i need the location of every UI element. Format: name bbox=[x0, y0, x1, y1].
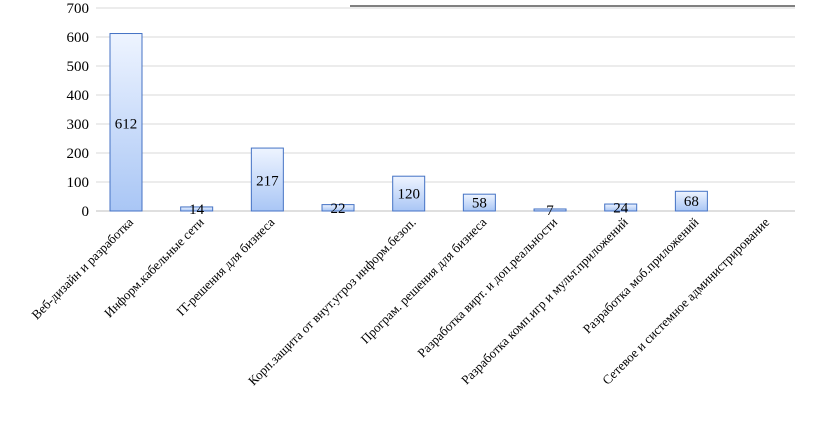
y-axis-ticks: 0 100 200 300 400 500 600 700 bbox=[67, 1, 90, 220]
bar-3 bbox=[321, 204, 355, 212]
data-label-4: 120 bbox=[397, 187, 420, 203]
data-labels: 612 14 217 22 120 58 7 24 68 bbox=[115, 116, 699, 219]
bar-1 bbox=[180, 206, 214, 212]
bars bbox=[109, 33, 708, 212]
bar-6 bbox=[533, 208, 567, 212]
bar-7 bbox=[604, 203, 638, 212]
bar-2 bbox=[250, 147, 284, 212]
data-label-1: 14 bbox=[189, 202, 205, 218]
bar-4 bbox=[392, 175, 426, 212]
bar-8 bbox=[674, 190, 708, 212]
y-tick-label: 300 bbox=[67, 117, 90, 133]
y-tick-label: 400 bbox=[67, 88, 90, 104]
data-label-0: 612 bbox=[115, 116, 138, 132]
y-tick-label: 200 bbox=[67, 146, 90, 162]
y-tick-label: 100 bbox=[67, 175, 90, 191]
data-label-3: 22 bbox=[331, 201, 346, 217]
data-label-6: 7 bbox=[546, 203, 554, 219]
y-tick-label: 600 bbox=[67, 30, 90, 46]
category-label-5: Програм. решения для бизнеса bbox=[357, 214, 489, 346]
data-label-2: 217 bbox=[256, 174, 279, 190]
grid-lines bbox=[96, 7, 795, 212]
y-tick-label: 700 bbox=[67, 1, 90, 17]
category-label-6: Разработка вирт. и доп.реальности bbox=[414, 214, 560, 360]
data-label-7: 24 bbox=[613, 201, 629, 217]
y-tick-label: 0 bbox=[82, 204, 90, 220]
category-label-8: Разработка моб.приложений bbox=[580, 214, 702, 336]
y-tick-label: 500 bbox=[67, 59, 90, 75]
data-label-5: 58 bbox=[472, 196, 487, 212]
bar-0 bbox=[109, 33, 143, 212]
bar-5 bbox=[462, 193, 496, 212]
category-labels: Веб-дизайн и разработкаИнформ.кабельные … bbox=[28, 214, 772, 388]
data-label-8: 68 bbox=[684, 194, 699, 210]
